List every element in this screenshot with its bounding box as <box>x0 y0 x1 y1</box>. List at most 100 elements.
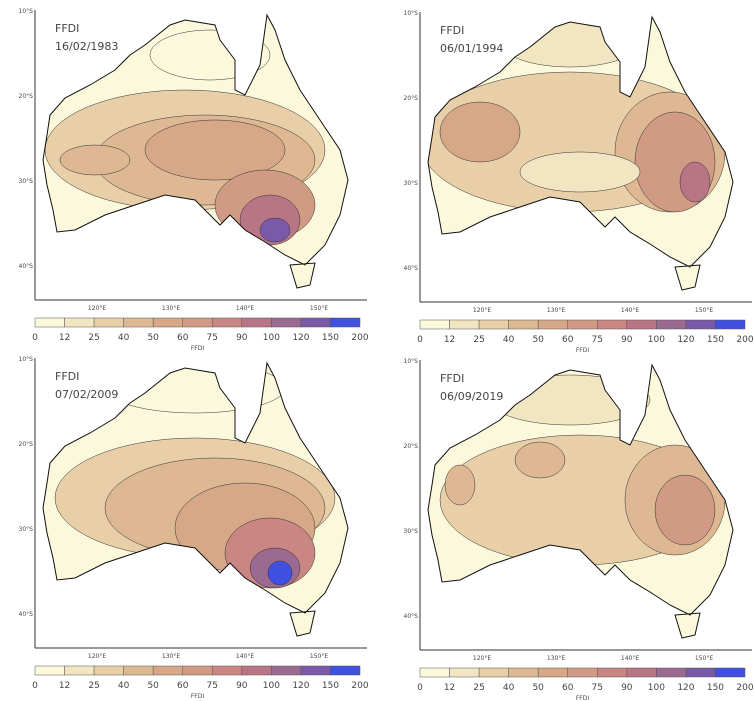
colorbar-bin <box>93 317 124 328</box>
colorbar-label: 100 <box>648 683 665 693</box>
colorbar-bin <box>685 667 716 678</box>
contour-region <box>259 217 291 243</box>
colorbar-label: 50 <box>532 683 544 693</box>
colorbar-label: 40 <box>503 683 515 693</box>
colorbar-label: 12 <box>444 335 455 345</box>
colorbar-label: 150 <box>707 335 724 345</box>
colorbar-bin <box>715 319 746 330</box>
colorbar-bin <box>449 667 480 678</box>
colorbar-bin <box>271 317 302 328</box>
colorbar-bin <box>64 317 95 328</box>
lat-tick-label: 20°S <box>19 441 34 448</box>
colorbar-bin <box>478 667 509 678</box>
colorbar-title: FFDI <box>191 345 205 352</box>
map-panel: FFDI 16/02/1983 10°S 20°S 30°S 40°S 120°E 130°E… <box>19 8 369 352</box>
colorbar-bin <box>537 667 568 678</box>
colorbar-label: 25 <box>88 333 99 343</box>
colorbar-bin <box>656 319 687 330</box>
contour-region <box>519 151 641 193</box>
colorbar-label: 75 <box>207 681 218 691</box>
lon-tick-label: 120°E <box>88 305 106 312</box>
colorbar-label: 25 <box>473 683 484 693</box>
lon-tick-label: 120°E <box>473 655 491 662</box>
colorbar-label: 120 <box>292 333 309 343</box>
colorbar-label: 200 <box>351 681 368 691</box>
panel-title: FFDI <box>55 370 79 383</box>
colorbar-label: 75 <box>592 683 603 693</box>
colorbar-label: 200 <box>736 683 753 693</box>
colorbar-label: 120 <box>292 681 309 691</box>
colorbar-label: 120 <box>677 335 694 345</box>
contour-region <box>144 119 286 181</box>
colorbar-label: 150 <box>322 681 339 691</box>
panel-title: FFDI <box>440 24 464 37</box>
colorbar-bin <box>212 317 243 328</box>
lon-tick-label: 120°E <box>88 653 106 660</box>
colorbar-bin <box>508 319 539 330</box>
colorbar-label: 25 <box>473 335 484 345</box>
colorbar-label: 0 <box>32 333 38 343</box>
lat-tick-label: 30°S <box>404 528 419 535</box>
colorbar-label: 200 <box>351 333 368 343</box>
lon-tick-label: 130°E <box>162 653 180 660</box>
colorbar-label: 40 <box>503 335 515 345</box>
map-panel: FFDI 06/09/2019 10°S 20°S 30°S 40°S 120°E 130°E… <box>404 358 754 701</box>
lat-tick-label: 40°S <box>19 611 34 618</box>
map-panel: FFDI 07/02/2009 10°S 20°S 30°S 40°S 120°E 130°E… <box>19 356 369 700</box>
colorbar-label: 60 <box>562 335 574 345</box>
colorbar-bin <box>212 665 243 676</box>
contour-region <box>514 441 566 479</box>
map-panel: FFDI 06/01/1994 10°S 20°S 30°S 40°S 120°E 130°E… <box>404 10 754 354</box>
colorbar-bin <box>685 319 716 330</box>
colorbar-bin <box>182 665 213 676</box>
colorbar-label: 50 <box>147 681 159 691</box>
colorbar-bin <box>537 319 568 330</box>
colorbar-bin <box>715 667 746 678</box>
colorbar-bin <box>271 665 302 676</box>
colorbar-bin <box>64 665 95 676</box>
lon-tick-label: 130°E <box>547 307 565 314</box>
colorbar-label: 120 <box>677 683 694 693</box>
lat-tick-label: 30°S <box>404 180 419 187</box>
colorbar-bin <box>152 665 183 676</box>
colorbar-bin <box>656 667 687 678</box>
lat-tick-label: 20°S <box>404 95 419 102</box>
colorbar-bin <box>123 665 154 676</box>
lat-tick-label: 10°S <box>404 358 419 365</box>
colorbar-bin <box>449 319 480 330</box>
contours <box>439 374 726 566</box>
colorbar-bin <box>508 667 539 678</box>
colorbar-label: 75 <box>592 335 603 345</box>
panel-date: 16/02/1983 <box>55 40 118 53</box>
colorbar-label: 90 <box>236 681 248 691</box>
lat-tick-label: 10°S <box>19 356 34 363</box>
contour-region <box>499 17 641 68</box>
colorbar-label: 50 <box>147 333 159 343</box>
colorbar-bin <box>300 665 331 676</box>
colorbar-label: 12 <box>59 681 70 691</box>
lon-tick-label: 150°E <box>695 655 713 662</box>
lon-tick-label: 140°E <box>236 653 254 660</box>
colorbar-label: 0 <box>32 681 38 691</box>
colorbar-label: 50 <box>532 335 544 345</box>
colorbar-label: 100 <box>263 681 280 691</box>
colorbar-bin <box>241 665 272 676</box>
colorbar-label: 60 <box>177 333 189 343</box>
colorbar-label: 40 <box>118 333 130 343</box>
colorbar-bin <box>597 667 628 678</box>
colorbar-bin <box>300 317 331 328</box>
lon-tick-label: 140°E <box>621 307 639 314</box>
colorbar-label: 200 <box>736 335 753 345</box>
colorbar-label: 90 <box>621 683 633 693</box>
contours <box>54 363 336 589</box>
lat-tick-label: 30°S <box>19 178 34 185</box>
colorbar-label: 90 <box>621 335 633 345</box>
colorbar-bin <box>597 319 628 330</box>
lon-tick-label: 140°E <box>236 305 254 312</box>
colorbar-label: 75 <box>207 333 218 343</box>
colorbar-bin <box>123 317 154 328</box>
colorbar-title: FFDI <box>576 695 590 701</box>
colorbar-bin <box>567 319 598 330</box>
lat-tick-label: 10°S <box>19 8 34 15</box>
